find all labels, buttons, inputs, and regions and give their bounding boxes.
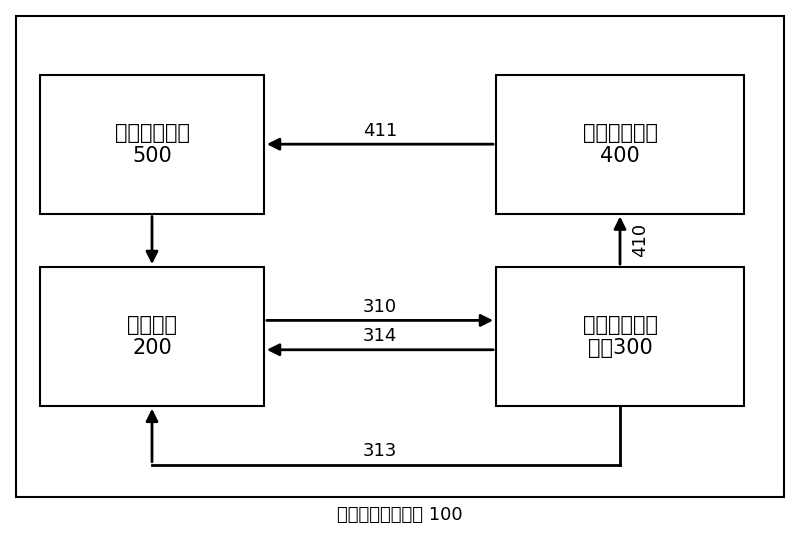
Text: 微谐振器
200: 微谐振器 200: [127, 315, 177, 358]
Bar: [496, 75, 744, 214]
Bar: [496, 267, 744, 406]
Text: 411: 411: [363, 122, 397, 140]
Bar: [40, 75, 264, 214]
Text: 410: 410: [631, 223, 649, 257]
Text: 微谐振器温控系统 100: 微谐振器温控系统 100: [337, 506, 463, 524]
Text: 310: 310: [363, 298, 397, 316]
Text: 温度执行元件
500: 温度执行元件 500: [114, 123, 190, 166]
Text: 313: 313: [363, 442, 397, 460]
Bar: [40, 267, 264, 406]
Text: 温度控制电路
400: 温度控制电路 400: [582, 123, 658, 166]
Text: 314: 314: [363, 327, 397, 345]
Text: 微谐振器驱动
电路300: 微谐振器驱动 电路300: [582, 315, 658, 358]
